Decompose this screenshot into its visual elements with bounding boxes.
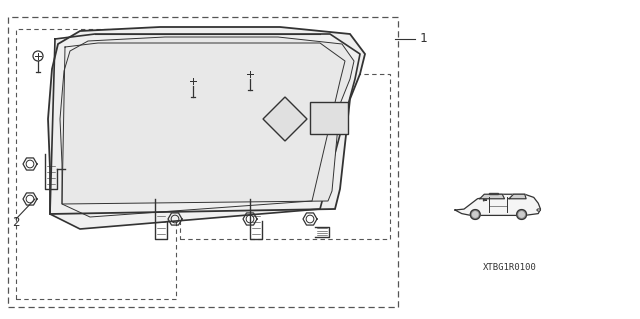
Polygon shape <box>489 193 498 194</box>
Bar <box>180 74 390 239</box>
PathPatch shape <box>60 37 354 204</box>
Circle shape <box>472 212 478 217</box>
Ellipse shape <box>537 209 541 211</box>
Text: 2: 2 <box>12 216 19 228</box>
Bar <box>310 102 348 134</box>
Polygon shape <box>455 194 541 215</box>
Bar <box>8 17 398 307</box>
Polygon shape <box>50 34 360 229</box>
Text: 1: 1 <box>420 33 428 46</box>
Text: XTBG1R0100: XTBG1R0100 <box>483 263 537 271</box>
Polygon shape <box>509 194 526 199</box>
Circle shape <box>516 210 527 219</box>
PathPatch shape <box>48 27 365 214</box>
Circle shape <box>519 212 524 217</box>
Polygon shape <box>263 97 307 141</box>
Bar <box>16 29 176 299</box>
Polygon shape <box>480 194 504 199</box>
Circle shape <box>470 210 480 219</box>
